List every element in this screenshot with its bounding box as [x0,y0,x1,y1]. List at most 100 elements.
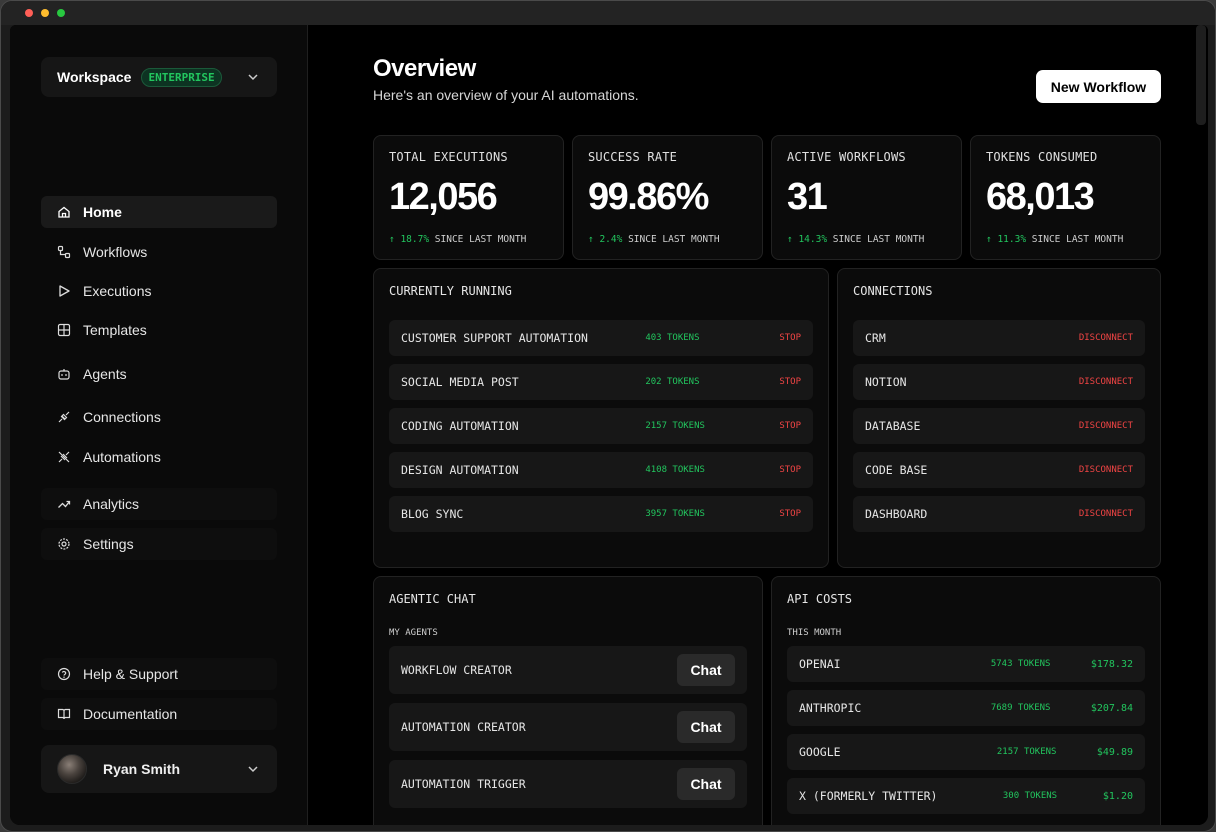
stat-card-executions: TOTAL EXECUTIONS 12,056 ↑ 18.7% SINCE LA… [373,135,564,260]
grid-icon [57,323,71,337]
sidebar-item-home[interactable]: Home [41,196,277,228]
plug-icon [57,410,71,424]
connections-panel: CONNECTIONS CRM DISCONNECT NOTION DISCON… [837,268,1161,568]
trending-up-icon [57,497,71,511]
list-item: CODE BASE DISCONNECT [853,452,1145,488]
chat-button[interactable]: Chat [677,654,735,686]
sidebar-item-label: Home [83,204,122,220]
stat-card-active-workflows: ACTIVE WORKFLOWS 31 ↑ 14.3% SINCE LAST M… [771,135,962,260]
play-icon [57,284,71,298]
sidebar-item-label: Help & Support [83,666,178,682]
list-item: CRM DISCONNECT [853,320,1145,356]
section-title: AGENTIC CHAT [389,592,476,606]
close-window-button[interactable] [25,9,33,17]
workspace-switcher[interactable]: Workspace ENTERPRISE [41,57,277,97]
sidebar-item-label: Automations [83,449,161,465]
stat-label: TOTAL EXECUTIONS [389,150,508,164]
list-item: DATABASE DISCONNECT [853,408,1145,444]
help-icon [57,667,71,681]
app-content: Workspace ENTERPRISE Home Workflows Exec… [10,25,1208,825]
disconnect-button[interactable]: DISCONNECT [1078,421,1133,431]
chat-button[interactable]: Chat [677,711,735,743]
plan-badge: ENTERPRISE [141,67,222,87]
section-title: API COSTS [787,592,853,606]
stat-label: ACTIVE WORKFLOWS [787,150,906,164]
list-item: GOOGLE 2157 TOKENS $49.89 [787,734,1145,770]
user-name: Ryan Smith [103,761,181,777]
stat-delta: ↑ 11.3% SINCE LAST MONTH [986,234,1124,245]
maximize-window-button[interactable] [57,9,65,17]
list-item: DASHBOARD DISCONNECT [853,496,1145,532]
sidebar-item-label: Settings [83,536,134,552]
stat-value: 12,056 [389,176,498,218]
sidebar-item-label: Documentation [83,706,178,722]
stat-value: 31 [787,176,828,218]
stop-button[interactable]: STOP [779,421,801,431]
stat-value: 99.86% [588,176,709,218]
scrollbar[interactable] [1196,25,1206,125]
agent-item: AUTOMATION TRIGGER Chat [389,760,747,808]
section-title: CURRENTLY RUNNING [389,284,512,298]
stat-label: SUCCESS RATE [588,150,678,164]
currently-running-panel: CURRENTLY RUNNING CUSTOMER SUPPORT AUTOM… [373,268,829,568]
section-subtitle: MY AGENTS [389,628,438,638]
list-item: SOCIAL MEDIA POST 202 TOKENS STOP [389,364,813,400]
list-item: NOTION DISCONNECT [853,364,1145,400]
chat-button[interactable]: Chat [677,768,735,800]
bot-icon [57,367,71,381]
minimize-window-button[interactable] [41,9,49,17]
sidebar-item-workflows[interactable]: Workflows [41,236,277,268]
stat-label: TOKENS CONSUMED [986,150,1098,164]
sidebar-item-label: Templates [83,322,147,338]
workflow-icon [57,245,71,259]
stop-button[interactable]: STOP [779,509,801,519]
stat-delta: ↑ 2.4% SINCE LAST MONTH [588,234,720,245]
chevron-down-icon [248,766,258,773]
disconnect-button[interactable]: DISCONNECT [1078,509,1133,519]
avatar [57,754,87,784]
disconnect-button[interactable]: DISCONNECT [1078,377,1133,387]
main-content: Overview Here's an overview of your AI a… [309,25,1208,825]
stop-button[interactable]: STOP [779,333,801,343]
user-menu[interactable]: Ryan Smith [41,745,277,793]
stat-value: 68,013 [986,176,1095,218]
window-titlebar [1,1,1215,25]
list-item: CODING AUTOMATION 2157 TOKENS STOP [389,408,813,444]
stat-delta: ↑ 14.3% SINCE LAST MONTH [787,234,925,245]
book-icon [57,707,71,721]
workspace-name: Workspace [57,69,132,85]
list-item: X (FORMERLY TWITTER) 300 TOKENS $1.20 [787,778,1145,814]
list-item: BLOG SYNC 3957 TOKENS STOP [389,496,813,532]
sidebar-item-label: Analytics [83,496,140,512]
list-item: DESIGN AUTOMATION 4108 TOKENS STOP [389,452,813,488]
new-workflow-button[interactable]: New Workflow [1036,70,1161,103]
gear-icon [57,537,71,551]
stop-button[interactable]: STOP [779,377,801,387]
sidebar-item-analytics[interactable]: Analytics [41,488,277,520]
sidebar: Workspace ENTERPRISE Home Workflows Exec… [10,25,308,825]
sidebar-item-templates[interactable]: Templates [41,314,277,346]
disconnect-button[interactable]: DISCONNECT [1078,465,1133,475]
section-title: CONNECTIONS [853,284,933,298]
stat-card-tokens: TOKENS CONSUMED 68,013 ↑ 11.3% SINCE LAS… [970,135,1161,260]
agent-item: AUTOMATION CREATOR Chat [389,703,747,751]
stop-button[interactable]: STOP [779,465,801,475]
sidebar-item-documentation[interactable]: Documentation [41,698,277,730]
section-subtitle: THIS MONTH [787,628,842,638]
list-item: CUSTOMER SUPPORT AUTOMATION 403 TOKENS S… [389,320,813,356]
sidebar-item-executions[interactable]: Executions [41,275,277,307]
sidebar-item-agents[interactable]: Agents [41,358,277,390]
api-costs-panel: API COSTS THIS MONTH OPENAI 5743 TOKENS … [771,576,1161,825]
sidebar-item-automations[interactable]: Automations [41,441,277,473]
sidebar-item-help[interactable]: Help & Support [41,658,277,690]
sidebar-item-label: Executions [83,283,152,299]
agent-item: WORKFLOW CREATOR Chat [389,646,747,694]
sidebar-item-label: Connections [83,409,161,425]
sidebar-item-connections[interactable]: Connections [41,401,277,433]
unplug-icon [57,450,71,464]
disconnect-button[interactable]: DISCONNECT [1078,333,1133,343]
sidebar-item-settings[interactable]: Settings [41,528,277,560]
stat-delta: ↑ 18.7% SINCE LAST MONTH [389,234,527,245]
home-icon [57,205,71,219]
